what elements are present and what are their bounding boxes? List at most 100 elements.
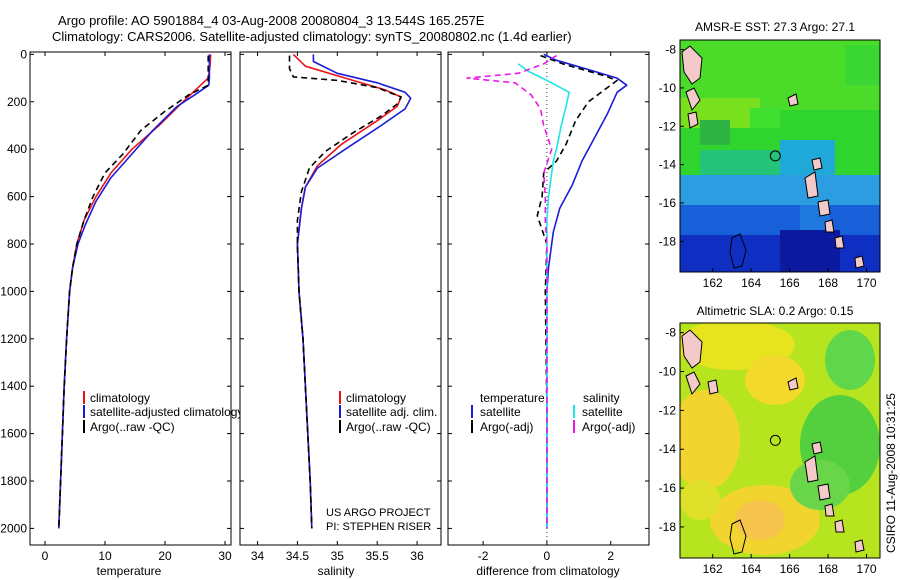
legend-label-argo: Argo(..raw -QC) xyxy=(346,420,431,434)
map-y-tick-label: -8 xyxy=(665,43,676,57)
map-y-tick-label: -10 xyxy=(659,81,677,95)
depth-tick-label: 0 xyxy=(20,47,27,61)
temperature-x-axis: 0 10 20 30 xyxy=(42,52,232,563)
sst-map: AMSR-E SST: 27.3 Argo: 27.1 xyxy=(659,20,881,290)
series-satellite-adjusted-climatology xyxy=(58,54,211,529)
depth-axis: 0 200 400 600 800 1000 1200 1400 1600 1800 2000 xyxy=(0,47,231,535)
x-tick-label: 0 xyxy=(42,549,49,563)
depth-tick-label: 1000 xyxy=(0,284,27,298)
map-x-tick-label: 170 xyxy=(857,276,877,290)
map-x-tick-label: 164 xyxy=(741,276,761,290)
salinity-series xyxy=(288,53,412,529)
map-x-tick-label: 162 xyxy=(703,276,723,290)
map-y-tick-label: -16 xyxy=(659,196,677,210)
depth-tick-label: 1600 xyxy=(0,427,27,441)
difference-axes-box xyxy=(447,51,650,546)
sst-x-axis: 162 164 166 168 170 xyxy=(703,268,877,290)
legend-label-sal-argo: Argo(-adj) xyxy=(582,420,635,434)
salinity-depth-ticks xyxy=(240,53,441,529)
map-y-tick-label: -18 xyxy=(659,234,677,248)
x-tick-label: 0 xyxy=(544,549,551,563)
map-y-tick-label: -14 xyxy=(659,442,677,456)
x-tick-label: 20 xyxy=(158,549,172,563)
difference-xlabel: difference from climatology xyxy=(476,564,619,578)
project-annotation-line1: US ARGO PROJECT xyxy=(326,507,431,519)
map-x-tick-label: 170 xyxy=(857,562,877,576)
map-x-tick-label: 164 xyxy=(741,562,761,576)
sst-map-frame xyxy=(679,39,881,273)
series-argo-raw-qc xyxy=(288,55,402,529)
figure-title-line2: Climatology: CARS2006. Satellite-adjuste… xyxy=(52,29,572,44)
temperature-xlabel: temperature xyxy=(97,564,162,578)
legend-label-climatology: climatology xyxy=(90,391,150,405)
series-salinity-argo-adj xyxy=(466,54,557,529)
x-tick-label: 34.5 xyxy=(286,549,310,563)
sla-argo-location-marker xyxy=(769,434,781,446)
legend-header-salinity: salinity xyxy=(583,391,620,405)
temperature-legend: climatology satellite-adjusted climatolo… xyxy=(83,391,243,434)
credit-timestamp: CSIRO 11-Aug-2008 10:31:25 xyxy=(884,393,898,553)
map-x-tick-label: 166 xyxy=(780,562,800,576)
legend-label-satellite-adj: satellite adj. clim. xyxy=(346,405,437,419)
temperature-panel: 0 200 400 600 800 1000 1200 1400 1600 1800 2000 0 1… xyxy=(0,47,243,578)
argo-location-circle xyxy=(769,150,781,162)
salinity-xlabel: salinity xyxy=(318,564,355,578)
series-satellite-adj-clim xyxy=(296,54,412,529)
argo-location-circle xyxy=(769,434,781,446)
map-x-tick-label: 168 xyxy=(818,276,838,290)
map-y-tick-label: -18 xyxy=(659,520,677,534)
map-x-tick-label: 166 xyxy=(780,276,800,290)
depth-tick-label: 1400 xyxy=(0,379,27,393)
map-x-tick-label: 162 xyxy=(703,562,723,576)
legend-label-satellite-adjusted: satellite-adjusted climatology xyxy=(90,405,243,419)
depth-tick-label: 600 xyxy=(7,190,27,204)
legend-label-climatology: climatology xyxy=(346,391,406,405)
map-y-tick-label: -12 xyxy=(659,119,677,133)
figure-title-line1: Argo profile: AO 5901884_4 03-Aug-2008 2… xyxy=(58,13,485,28)
salinity-panel: 34 34.5 35 35.5 36 salinity climatology sate… xyxy=(239,51,442,578)
temperature-series xyxy=(58,54,212,529)
sst-map-title: AMSR-E SST: 27.3 Argo: 27.1 xyxy=(695,20,855,34)
series-argo-raw-qc xyxy=(58,55,209,529)
map-y-tick-label: -12 xyxy=(659,403,677,417)
depth-tick-label: 2000 xyxy=(0,521,27,535)
x-tick-label: 10 xyxy=(98,549,112,563)
depth-tick-label: 1200 xyxy=(0,332,27,346)
map-x-tick-label: 168 xyxy=(818,562,838,576)
sla-map: Altimetric SLA: 0.2 Argo: 0.15 xyxy=(659,304,881,576)
map-y-tick-label: -8 xyxy=(665,326,676,340)
x-tick-label: 35.5 xyxy=(366,549,390,563)
sla-map-frame xyxy=(679,322,881,559)
legend-label-argo: Argo(..raw -QC) xyxy=(90,420,175,434)
legend-header-temperature: temperature xyxy=(480,391,545,405)
map-y-tick-label: -10 xyxy=(659,365,677,379)
x-tick-label: 30 xyxy=(218,549,232,563)
legend-label-temp-satellite: satellite xyxy=(480,405,521,419)
x-tick-label: 2 xyxy=(607,549,614,563)
salinity-x-axis: 34 34.5 35 35.5 36 xyxy=(251,52,424,563)
map-y-tick-label: -14 xyxy=(659,158,677,172)
x-tick-label: 35 xyxy=(331,549,345,563)
difference-series xyxy=(466,53,628,529)
difference-panel: -2 0 2 difference from climatology tempera… xyxy=(447,51,650,578)
sla-x-axis: 162 164 166 168 170 xyxy=(703,554,877,576)
depth-tick-label: 400 xyxy=(7,142,27,156)
salinity-axes-box xyxy=(239,51,442,546)
difference-depth-ticks xyxy=(448,53,649,529)
project-annotation-line2: PI: STEPHEN RISER xyxy=(326,521,431,533)
legend-label-temp-argo: Argo(-adj) xyxy=(480,420,533,434)
sla-y-axis: -8 -10 -12 -14 -16 -18 xyxy=(659,326,684,534)
x-tick-label: 36 xyxy=(410,549,424,563)
sla-field xyxy=(680,323,880,558)
depth-tick-label: 800 xyxy=(7,237,27,251)
x-tick-label: -2 xyxy=(478,549,489,563)
depth-tick-label: 200 xyxy=(7,95,27,109)
sla-map-title: Altimetric SLA: 0.2 Argo: 0.15 xyxy=(697,304,854,318)
sst-argo-location-marker xyxy=(769,150,781,162)
temperature-axes-box xyxy=(29,51,232,546)
map-y-tick-label: -16 xyxy=(659,481,677,495)
difference-legend: temperature satellite Argo(-adj) salinit… xyxy=(471,391,635,434)
sst-y-axis: -8 -10 -12 -14 -16 -18 xyxy=(659,43,684,248)
depth-tick-label: 1800 xyxy=(0,474,27,488)
